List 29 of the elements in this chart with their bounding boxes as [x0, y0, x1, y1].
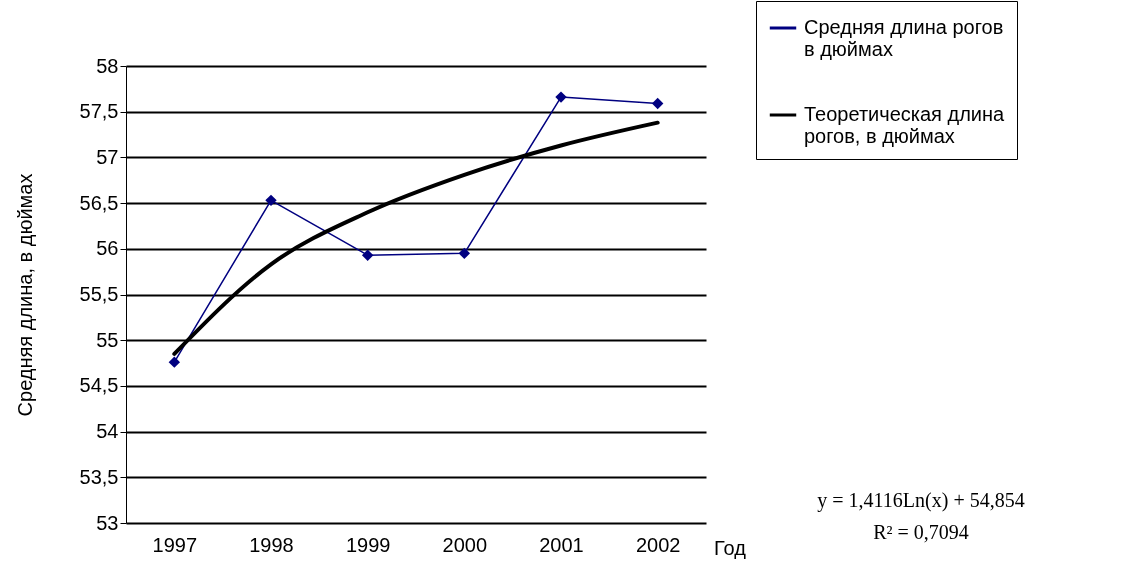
x-tick-label: 1999: [345, 533, 391, 556]
x-tick-label: 2001: [539, 533, 584, 556]
y-tick-label: 57: [96, 145, 119, 168]
y-tick-label: 53,5: [79, 465, 119, 488]
point: [361, 249, 374, 261]
legend-label: Средняя длина рогов в дюймах: [804, 16, 1004, 60]
y-tick-label: 56,5: [79, 191, 119, 214]
y-tick-label: 56: [96, 237, 119, 260]
point: [168, 356, 181, 368]
y-tick-label: 55,5: [79, 283, 119, 305]
x-tick-label: 1997: [152, 533, 198, 556]
x-tick-label: 1998: [249, 533, 294, 556]
text: R² = 0,7094: [873, 521, 969, 543]
x-tick-label: 2002: [635, 533, 681, 556]
y-tick-label: 54: [96, 420, 119, 443]
y-tick-label: 54,5: [79, 374, 119, 397]
y-tick-label: 57,5: [79, 100, 119, 123]
legend-label: Теоретическая длина рогов, в дюймах: [804, 103, 1006, 147]
point: [458, 247, 471, 260]
x-axis-title: Год: [714, 537, 747, 559]
point: [651, 97, 664, 110]
x-tick-label: 2000: [442, 533, 488, 556]
point: [555, 91, 567, 103]
y-tick-label: 55: [96, 328, 119, 351]
point: [265, 194, 277, 207]
y-tick-label: 53: [96, 511, 119, 534]
text: y = 1,4116Ln(x) + 54,854: [817, 489, 1025, 512]
y-axis-title: Средняя длина, в дюймах: [13, 173, 36, 417]
y-tick-label: 58: [96, 54, 119, 77]
